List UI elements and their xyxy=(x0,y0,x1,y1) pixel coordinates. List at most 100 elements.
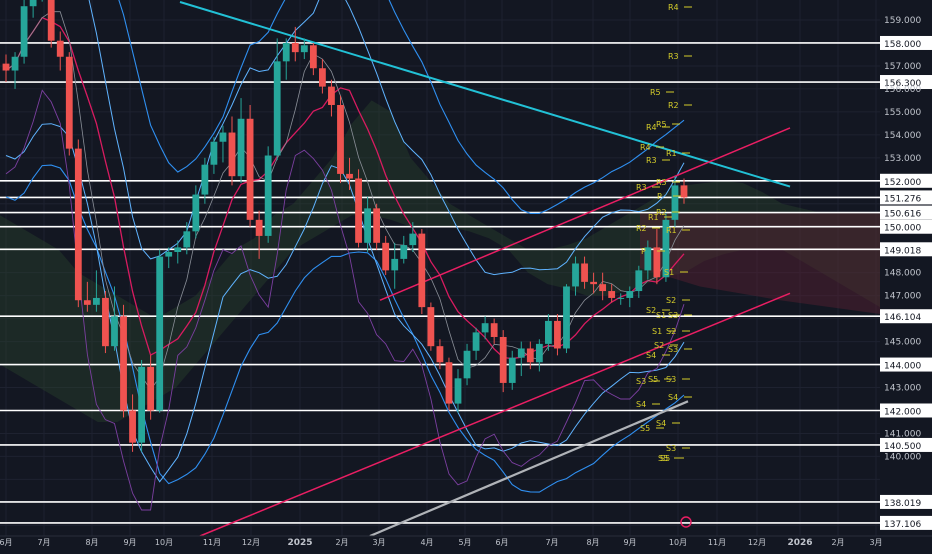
candle-body xyxy=(400,245,408,259)
candle-body xyxy=(626,291,634,298)
candle-body xyxy=(373,208,381,243)
price-level-tag xyxy=(880,75,932,90)
pivot-label: S3 xyxy=(668,311,678,320)
candle-body xyxy=(526,348,534,363)
time-tick-label: 9月 xyxy=(623,538,636,547)
candle-body xyxy=(210,141,218,165)
time-tick-label: 9月 xyxy=(123,538,136,547)
price-tick-label: 155.000 xyxy=(884,108,921,118)
pivot-label: S2 xyxy=(666,296,676,305)
pivot-label: S4 xyxy=(668,393,678,402)
price-tick-label: 153.000 xyxy=(884,154,921,164)
candle-body xyxy=(337,104,344,174)
price-level-tag xyxy=(880,219,932,234)
price-level-tag xyxy=(880,309,932,324)
pivot-label: R1 xyxy=(648,213,659,222)
time-tick-label: 3月 xyxy=(869,538,882,547)
inner-upper-band xyxy=(88,0,685,276)
candle-body xyxy=(56,40,64,57)
candle-body xyxy=(490,323,498,337)
time-tick-label: 12月 xyxy=(748,538,766,547)
time-tick-label: 10月 xyxy=(669,538,687,547)
candle-body xyxy=(328,86,335,105)
time-axis-background xyxy=(0,536,932,550)
outer-upper-band xyxy=(118,0,685,214)
candle-body xyxy=(680,185,688,198)
price-level-tag xyxy=(880,357,932,372)
candle-body xyxy=(599,284,607,292)
time-tick-label: 8月 xyxy=(85,538,98,547)
candle-body xyxy=(508,357,516,383)
candle-body xyxy=(644,247,652,271)
candle-body xyxy=(572,263,579,287)
candle-body xyxy=(291,42,299,53)
pivot-label: S3 xyxy=(636,377,646,386)
candle-body xyxy=(120,316,127,411)
pivot-label: S2 xyxy=(646,306,656,315)
candle-body xyxy=(2,63,10,71)
candle-body xyxy=(581,263,588,282)
price-tick-label: 156.000 xyxy=(884,85,921,95)
inner-lower-band xyxy=(5,123,685,483)
pivot-label: R1 xyxy=(666,226,677,235)
candles-layer xyxy=(2,0,688,452)
pivot-label: R3 xyxy=(656,178,667,187)
future-cloud xyxy=(640,212,880,315)
pivot-label: S2 xyxy=(654,341,664,350)
pivot-label: S3 xyxy=(666,444,676,453)
pivot-label: S1 xyxy=(652,327,662,336)
price-level-label: 150.000 xyxy=(884,224,921,234)
pivot-label: S5 xyxy=(648,375,658,384)
support-trend-line xyxy=(369,400,689,538)
candle-body xyxy=(427,307,435,347)
candle-body xyxy=(319,68,326,87)
price-level-tag xyxy=(880,437,932,452)
candle-body xyxy=(463,350,471,379)
pivot-label: S4 xyxy=(636,400,646,409)
candle-body xyxy=(111,316,118,347)
candle-body xyxy=(635,270,643,292)
pivot-label: R5 xyxy=(656,120,667,129)
time-tick-label: 2月 xyxy=(335,538,348,547)
pivot-label: P xyxy=(641,247,646,256)
candle-body xyxy=(346,173,353,179)
time-tick-label: 11月 xyxy=(708,538,726,547)
candle-body xyxy=(219,132,227,142)
candle-body xyxy=(246,118,254,220)
price-tick-label: 154.000 xyxy=(884,131,921,141)
price-level-tag xyxy=(880,173,932,188)
time-tick-label: 11月 xyxy=(203,538,221,547)
candle-body xyxy=(409,233,417,246)
price-tick-label: 140.000 xyxy=(884,452,921,462)
candle-body xyxy=(192,194,200,232)
pivot-label: R1 xyxy=(666,149,677,158)
candle-body xyxy=(147,366,155,411)
pivot-label: R3 xyxy=(646,156,657,165)
pivot-label: R2 xyxy=(636,224,647,233)
time-tick-label: 5月 xyxy=(458,538,471,547)
price-axis[interactable]: 158.000 156.300 152.000 151.276 150.616 150.0… xyxy=(880,16,932,530)
pivot-label: S3 xyxy=(668,345,678,354)
pivot-label: S1 xyxy=(664,268,674,277)
candle-body xyxy=(554,320,561,349)
candle-body xyxy=(545,320,552,344)
pivot-label: R3 xyxy=(668,52,679,61)
price-level-label: 150.616 xyxy=(884,210,921,220)
price-tick-label: 159.000 xyxy=(884,16,921,26)
candle-body xyxy=(662,219,670,278)
price-level-label: 146.104 xyxy=(884,313,921,323)
candle-body xyxy=(608,291,616,298)
candle-body xyxy=(228,132,236,177)
pivot-label: S5 xyxy=(640,424,650,433)
horizontal-levels-layer xyxy=(0,42,880,524)
price-level-tag xyxy=(880,515,932,530)
time-axis[interactable]: 6月 7月 8月 9月 10月 11月 12月 2025 2月 3月 4月 5月 6月 7月 8月 9月 10月… xyxy=(0,516,932,550)
candle-body xyxy=(355,178,362,243)
time-tick-label: 2026 xyxy=(787,538,812,548)
candle-body xyxy=(364,208,371,243)
pivot-label: S1 xyxy=(656,311,666,320)
price-level-label: 149.018 xyxy=(884,246,921,256)
